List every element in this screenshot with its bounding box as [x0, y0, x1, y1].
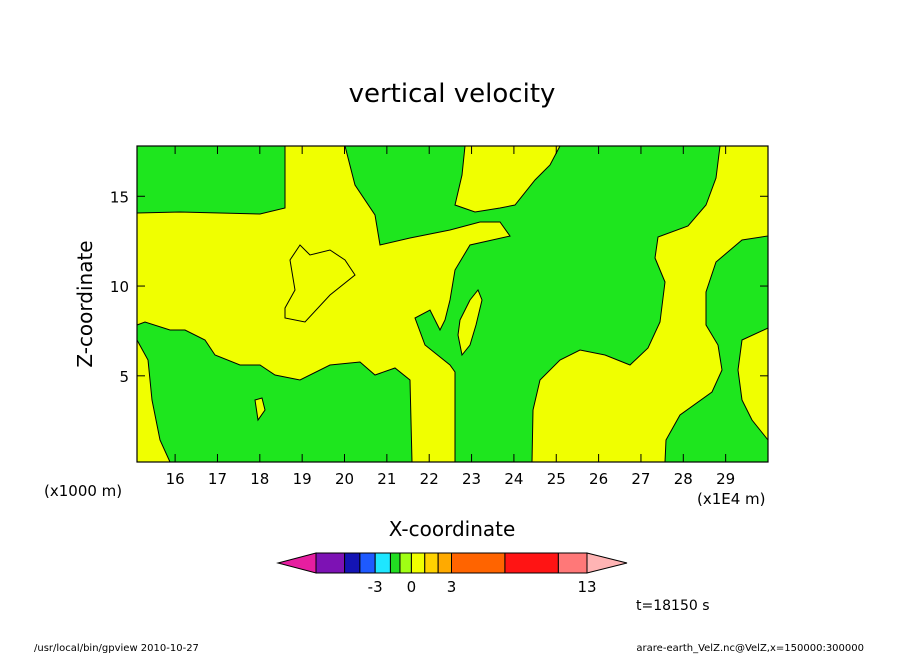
- colorbar-segment: [374, 552, 391, 574]
- positive-region: [136, 145, 511, 463]
- x-tick-label: 27: [631, 470, 650, 488]
- y-tick-label: 5: [119, 368, 129, 386]
- y-tick-label: 15: [110, 188, 129, 206]
- colorbar-segment: [315, 552, 346, 574]
- x-tick-label: 26: [589, 470, 608, 488]
- x-tick-label: 20: [335, 470, 354, 488]
- positive-region: [450, 145, 561, 213]
- colorbar-segment: [399, 552, 412, 574]
- x-unit-label: (x1E4 m): [697, 490, 766, 508]
- colorbar-label: -3: [368, 578, 383, 596]
- plot-area: 16 17 18 19 20 21 22 23 24 25 26 27 28 29 5 10 15: [110, 145, 769, 488]
- colorbar-segment: [437, 552, 452, 574]
- y-axis-label: Z-coordinate: [73, 240, 97, 367]
- x-tick-label: 29: [716, 470, 735, 488]
- x-tick-label: 21: [377, 470, 396, 488]
- positive-region: [254, 397, 266, 422]
- y-tick-label: 10: [110, 278, 129, 296]
- colorbar-segment: [451, 552, 506, 574]
- colorbar-label: 0: [407, 578, 417, 596]
- positive-region: [284, 244, 356, 323]
- colorbar-segment: [389, 552, 401, 574]
- positive-region: [457, 289, 483, 357]
- y-unit-label: (x1000 m): [44, 482, 122, 500]
- colorbar-segment: [344, 552, 361, 574]
- x-axis-label: X-coordinate: [389, 517, 516, 541]
- x-tick-label: 19: [293, 470, 312, 488]
- positive-region: [531, 145, 769, 463]
- colorbar-label: 3: [447, 578, 457, 596]
- x-tick-label: 28: [674, 470, 693, 488]
- x-tick-label: 16: [166, 470, 185, 488]
- x-tick-label: 22: [420, 470, 439, 488]
- colorbar: -3 0 3 13: [276, 552, 628, 596]
- colorbar-arrow-low: [276, 552, 317, 574]
- x-tick-label: 23: [462, 470, 481, 488]
- x-tick-label: 17: [208, 470, 227, 488]
- colorbar-segment: [557, 552, 588, 574]
- x-tick-label: 18: [250, 470, 269, 488]
- y-ticks: 5 10 15: [110, 188, 768, 386]
- plot-frame: [136, 145, 769, 463]
- x-tick-label: 25: [547, 470, 566, 488]
- footer-left: /usr/local/bin/gpview 2010-10-27: [34, 643, 199, 654]
- colorbar-arrow-high: [586, 552, 628, 574]
- colorbar-segment: [424, 552, 439, 574]
- chart-title: vertical velocity: [349, 79, 556, 109]
- contour-regions: [136, 145, 769, 463]
- colorbar-segment: [504, 552, 559, 574]
- colorbar-segment: [359, 552, 376, 574]
- time-label: t=18150 s: [636, 598, 710, 614]
- x-tick-label: 24: [504, 470, 523, 488]
- x-ticks: 16 17 18 19 20 21 22 23 24 25 26 27 28 29: [166, 146, 735, 488]
- colorbar-label: 13: [577, 578, 596, 596]
- footer-right: arare-earth_VelZ.nc@VelZ,x=150000:300000: [636, 643, 864, 654]
- colorbar-segment: [410, 552, 426, 574]
